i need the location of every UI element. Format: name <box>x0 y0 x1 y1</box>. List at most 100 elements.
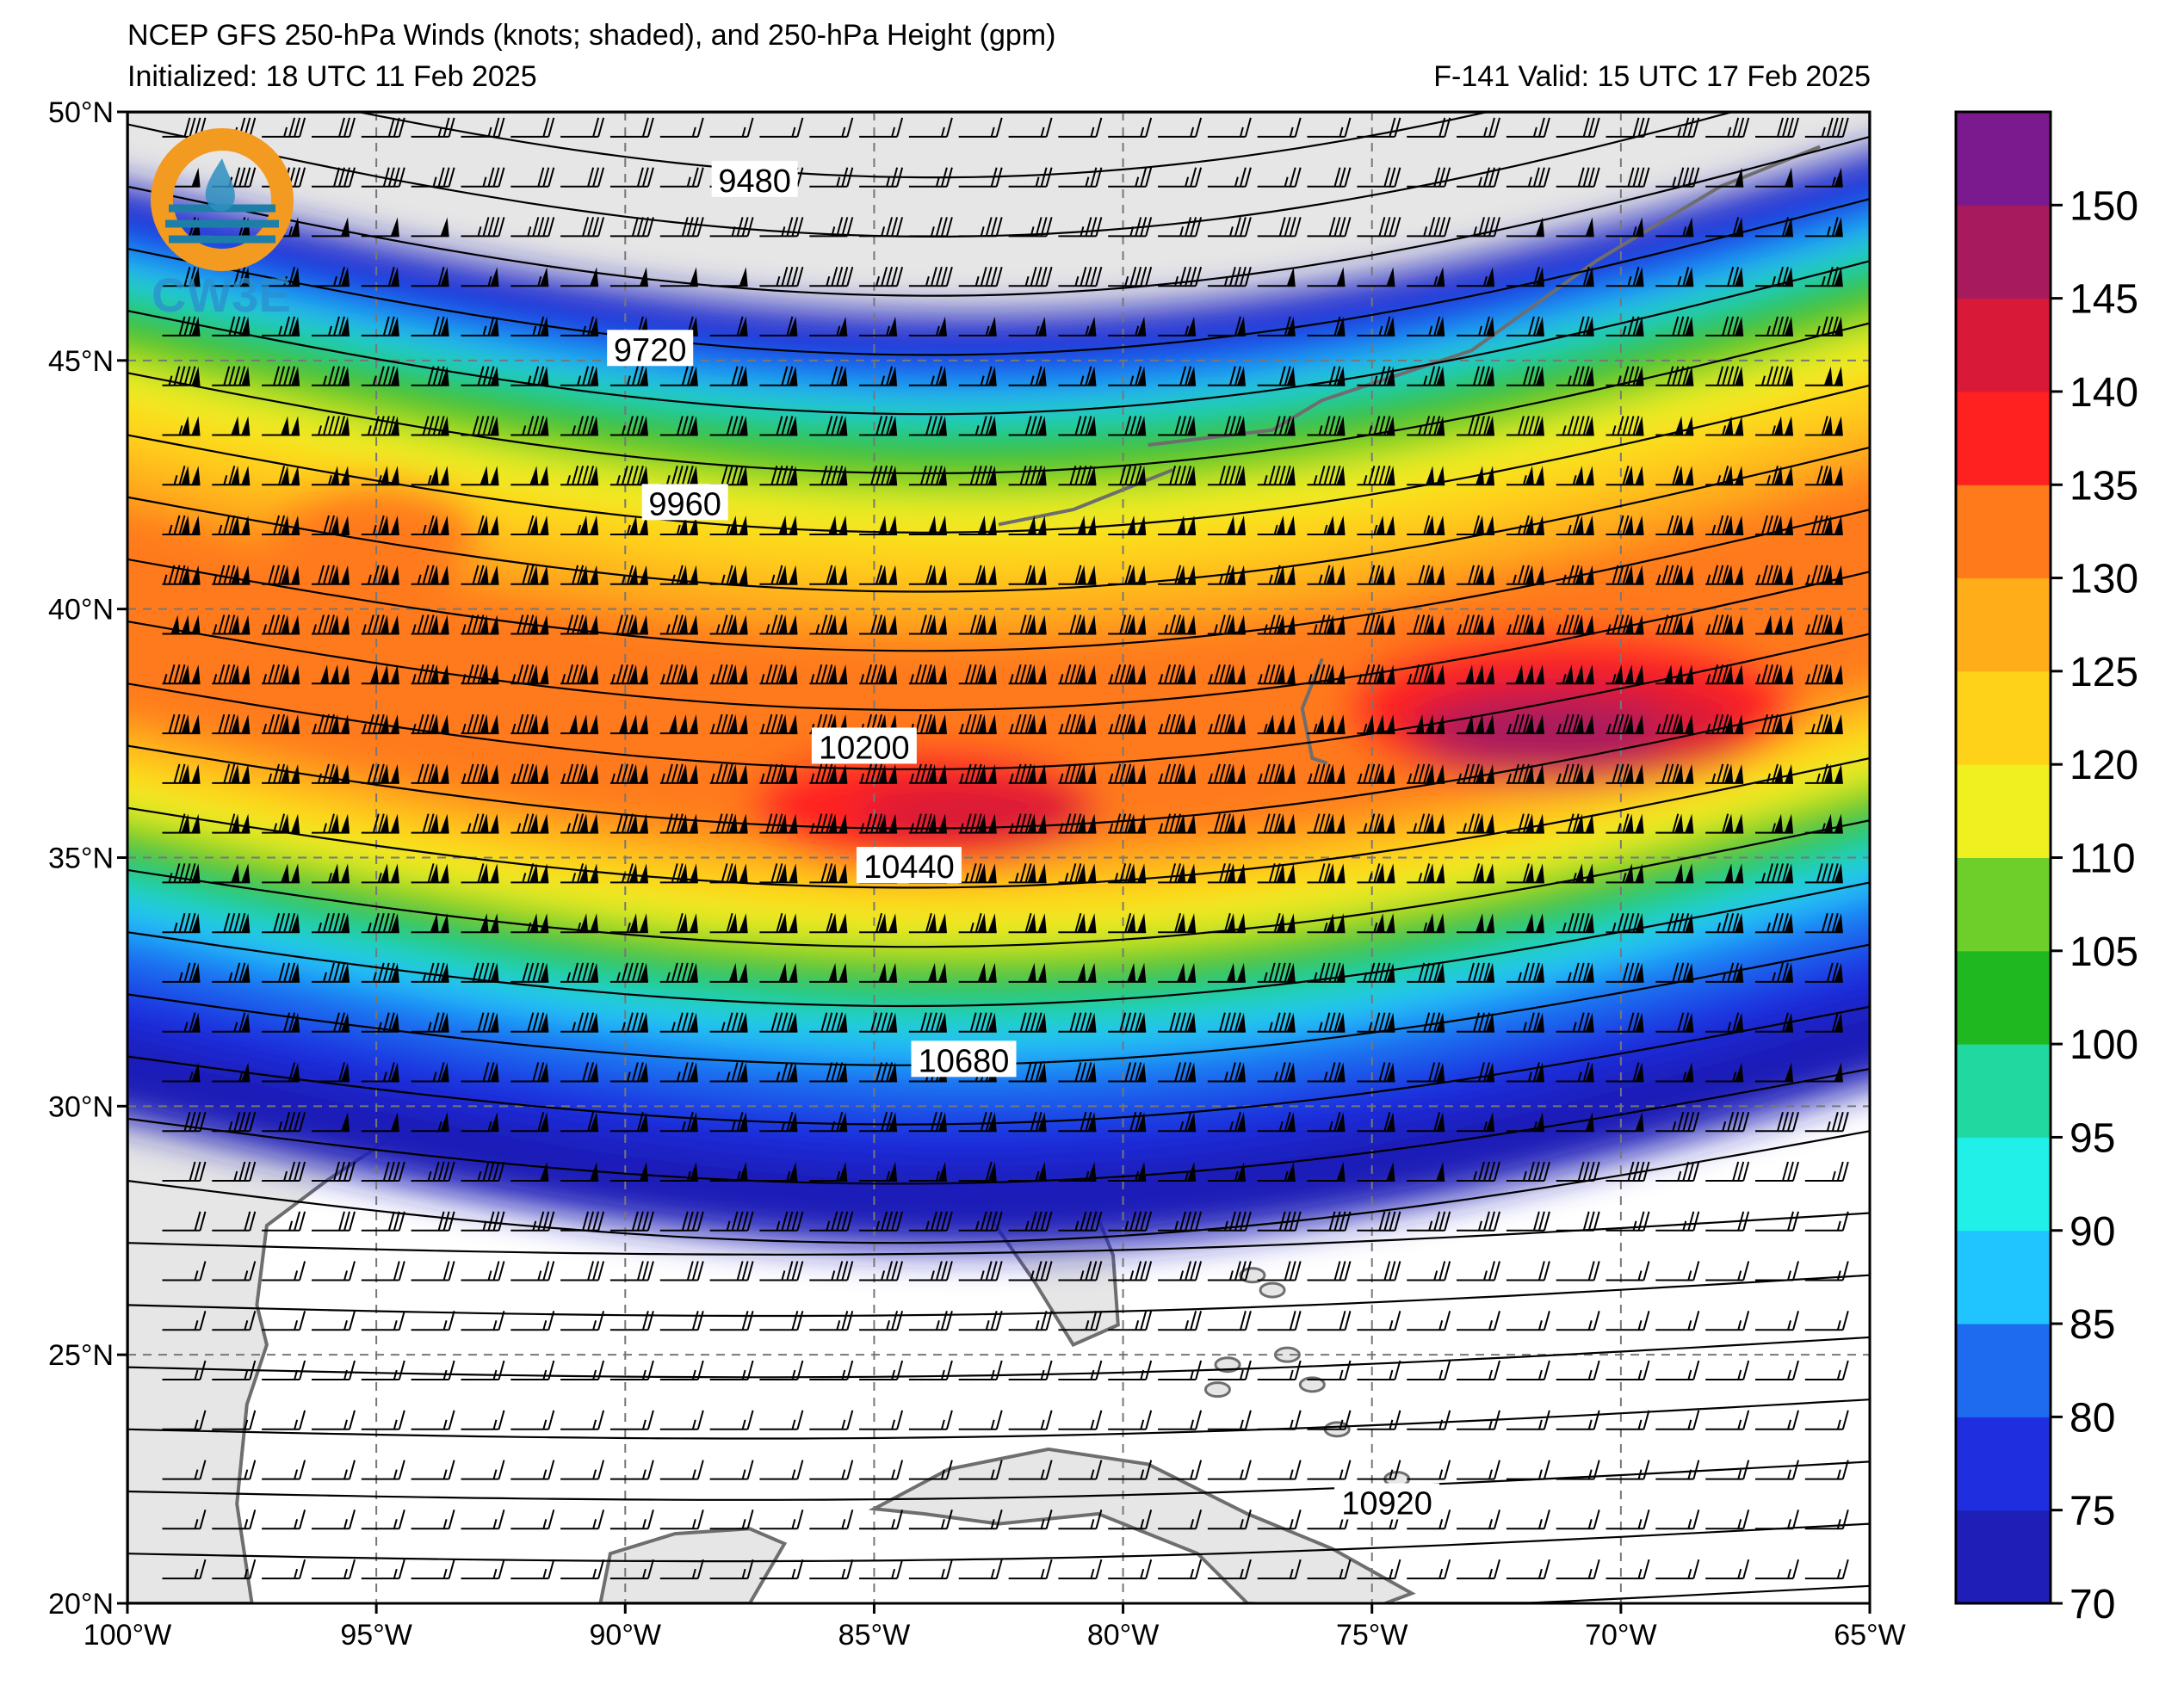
wind-barb-icon <box>212 1311 257 1331</box>
wind-barb-icon <box>1457 466 1494 486</box>
wind-barb-icon <box>709 1559 754 1580</box>
colorbar-tick-label: 90 <box>2070 1209 2115 1255</box>
wind-barb-icon <box>1457 863 1494 884</box>
wind-barb-icon <box>1655 1211 1700 1232</box>
colorbar-segment <box>1956 764 2051 858</box>
wind-barb-icon <box>1655 912 1694 934</box>
wind-barb-icon <box>859 565 898 585</box>
wind-barb-icon <box>1655 366 1694 386</box>
wind-barb-icon <box>1755 1311 1799 1331</box>
wind-barb-icon <box>162 416 201 436</box>
wind-barb-icon <box>1008 763 1047 784</box>
wind-barb-icon <box>859 1360 904 1380</box>
colorbar-segment <box>1956 1137 2051 1232</box>
wind-barb-icon <box>659 565 698 585</box>
wind-barb-icon <box>1407 366 1445 386</box>
wind-barb-icon <box>1606 1510 1650 1530</box>
wind-barb-icon <box>859 466 898 486</box>
colorbar-segment <box>1956 1510 2051 1604</box>
wind-barb-icon <box>609 1111 648 1133</box>
wind-barb-icon <box>560 1211 605 1232</box>
wind-barb-icon <box>461 515 499 535</box>
wind-barb-icon <box>859 1162 898 1182</box>
wind-barb-icon <box>1357 267 1395 287</box>
wind-barb-icon <box>859 1211 904 1232</box>
wind-barb-icon <box>262 863 300 884</box>
valid-time-label: F-141 Valid: 15 UTC 17 Feb 2025 <box>1433 60 1871 93</box>
wind-barb-icon <box>1804 366 1843 386</box>
wind-barb-icon <box>609 1311 654 1331</box>
wind-barb-icon <box>1307 714 1346 735</box>
wind-barb-icon <box>1457 1360 1500 1380</box>
wind-barb-icon <box>809 366 848 386</box>
wind-barb-icon <box>1257 316 1296 337</box>
wind-barb-icon <box>510 466 549 486</box>
wind-barb-icon <box>461 863 499 884</box>
wind-barb-icon <box>560 664 599 685</box>
wind-barb-icon <box>312 1211 356 1232</box>
wind-barb-icon <box>1158 416 1197 436</box>
wind-barb-icon <box>958 316 997 337</box>
wind-barb-icon <box>1257 1062 1296 1083</box>
wind-barb-icon <box>361 664 399 685</box>
wind-barb-icon <box>510 1460 555 1480</box>
wind-barb-icon <box>1108 1211 1153 1232</box>
height-contour-line <box>127 112 1736 238</box>
contour-labels: 9480 9720 9960 10200 10440 10680 10920 <box>607 160 1440 1522</box>
wind-barb-icon <box>1606 366 1644 386</box>
height-contour-line <box>127 1399 1870 1440</box>
wind-barb-icon <box>162 1012 201 1033</box>
wind-barb-icon <box>262 1510 306 1530</box>
wind-barb-icon <box>609 1012 648 1033</box>
wind-barb-icon <box>759 813 798 834</box>
wind-barb-icon <box>212 1211 257 1232</box>
wind-barb-icon <box>1058 316 1097 337</box>
wind-barb-icon <box>1606 912 1644 934</box>
wind-barb-icon <box>212 863 251 884</box>
wind-barb-icon <box>1207 1410 1252 1430</box>
wind-barb-icon <box>1705 366 1744 386</box>
wind-barb-icon <box>461 217 505 238</box>
wind-barb-icon <box>809 863 848 884</box>
wind-barb-icon <box>1606 1261 1650 1281</box>
wind-barb-icon <box>859 1311 904 1331</box>
wind-barb-icon <box>1257 1211 1302 1232</box>
wind-barb-icon <box>659 1510 704 1530</box>
wind-barb-icon <box>908 366 947 386</box>
wind-barb-icon <box>1407 1162 1445 1182</box>
wind-barb-icon <box>659 763 698 784</box>
wind-barb-icon <box>958 117 1003 138</box>
wind-barb-icon <box>1158 466 1197 486</box>
wind-barb-icon <box>1158 1162 1197 1182</box>
wind-barb-icon <box>262 316 300 337</box>
wind-barb-icon <box>1755 117 1799 138</box>
wind-barb-icon <box>809 217 854 238</box>
lon-tick-label: 95°W <box>340 1619 412 1652</box>
wind-barb-icon <box>1158 614 1197 635</box>
wind-barb-icon <box>759 1410 804 1430</box>
wind-barb-icon <box>1207 763 1246 784</box>
wind-barb-icon <box>1407 913 1445 934</box>
wind-barb-icon <box>411 664 449 685</box>
wind-barb-icon <box>1008 1261 1053 1281</box>
wind-barb-icon <box>1257 167 1302 188</box>
wind-barb-icon <box>609 1410 654 1430</box>
wind-barb-icon <box>510 1012 549 1033</box>
wind-barb-icon <box>759 117 804 138</box>
wind-barb-icon <box>212 1111 257 1133</box>
wind-barb-icon <box>1606 217 1644 238</box>
wind-barb-icon <box>1506 316 1544 337</box>
wind-barb-icon <box>1804 466 1843 486</box>
wind-barb-icon <box>709 516 748 535</box>
wind-barb-icon <box>709 1162 748 1182</box>
wind-barb-icon <box>1008 316 1047 337</box>
wind-barb-icon <box>1556 1161 1600 1182</box>
wind-barb-icon <box>262 1211 306 1232</box>
wind-barb-icon <box>461 466 499 486</box>
wind-barb-icon <box>361 1062 399 1083</box>
wind-barb-icon <box>1705 664 1744 685</box>
wind-barb-icon <box>908 167 953 188</box>
wind-barb-icon <box>908 416 947 436</box>
wind-barb-icon <box>1804 1559 1849 1580</box>
contour-label-10200: 10200 <box>811 727 917 766</box>
